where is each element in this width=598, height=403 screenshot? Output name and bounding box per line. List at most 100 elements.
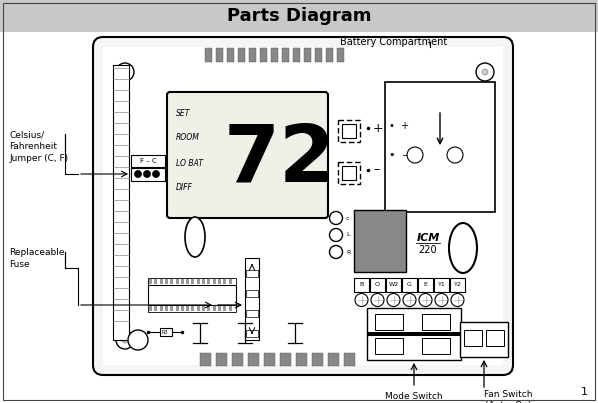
Circle shape: [476, 63, 494, 81]
Circle shape: [144, 170, 151, 177]
Bar: [0, 0, 598, 32]
Bar: [228, 279, 231, 284]
Bar: [227, 48, 234, 62]
Text: DIFF: DIFF: [176, 183, 193, 193]
Bar: [165, 279, 168, 284]
Bar: [165, 306, 168, 311]
Text: Fan Switch
(Auto, On): Fan Switch (Auto, On): [484, 390, 532, 403]
Text: Y2: Y2: [453, 283, 462, 287]
Circle shape: [447, 147, 463, 163]
Bar: [148, 285, 236, 305]
Circle shape: [371, 293, 384, 307]
Text: 1: 1: [581, 387, 588, 397]
Bar: [208, 279, 210, 284]
Bar: [149, 279, 152, 284]
Bar: [282, 48, 289, 62]
Text: Battery Compartment: Battery Compartment: [340, 37, 447, 47]
Circle shape: [355, 293, 368, 307]
Bar: [160, 328, 172, 336]
Bar: [103, 47, 503, 365]
Bar: [216, 353, 227, 366]
Circle shape: [152, 170, 160, 177]
Bar: [216, 48, 223, 62]
Text: –: –: [373, 164, 379, 177]
Text: •  +: • +: [389, 121, 409, 131]
Ellipse shape: [185, 217, 205, 257]
Bar: [375, 314, 403, 330]
Text: W2: W2: [389, 283, 398, 287]
Bar: [245, 258, 259, 340]
Bar: [367, 308, 461, 360]
Circle shape: [329, 245, 343, 258]
Text: Parts Diagram: Parts Diagram: [227, 7, 371, 25]
Bar: [218, 279, 221, 284]
Bar: [367, 332, 461, 336]
Bar: [191, 306, 194, 311]
Bar: [370, 278, 385, 292]
Bar: [326, 48, 333, 62]
Bar: [422, 338, 450, 354]
Bar: [154, 306, 157, 311]
Bar: [170, 279, 173, 284]
Text: •  –: • –: [389, 150, 408, 160]
Circle shape: [476, 331, 494, 349]
Bar: [460, 322, 508, 357]
Bar: [354, 210, 406, 272]
Bar: [248, 353, 259, 366]
Text: F – C: F – C: [139, 158, 156, 164]
Text: 220: 220: [419, 245, 437, 255]
FancyBboxPatch shape: [167, 92, 328, 218]
Bar: [154, 279, 157, 284]
Bar: [246, 290, 258, 297]
Bar: [213, 306, 216, 311]
Bar: [223, 306, 226, 311]
Bar: [131, 155, 165, 167]
Text: R: R: [346, 249, 350, 255]
Circle shape: [128, 330, 148, 350]
Circle shape: [451, 293, 464, 307]
Bar: [213, 279, 216, 284]
Bar: [246, 270, 258, 277]
Bar: [200, 353, 211, 366]
Bar: [337, 48, 344, 62]
Bar: [223, 279, 226, 284]
Bar: [434, 278, 449, 292]
Circle shape: [387, 293, 400, 307]
Text: L: L: [346, 233, 349, 237]
Circle shape: [482, 69, 488, 75]
Bar: [450, 278, 465, 292]
Bar: [148, 278, 236, 285]
Text: c: c: [346, 216, 349, 220]
Bar: [191, 279, 194, 284]
Bar: [342, 124, 356, 138]
Bar: [170, 306, 173, 311]
Bar: [205, 48, 212, 62]
Bar: [228, 306, 231, 311]
Bar: [175, 279, 178, 284]
Circle shape: [403, 293, 416, 307]
Bar: [113, 65, 129, 340]
Bar: [186, 306, 189, 311]
Bar: [197, 306, 200, 311]
Bar: [186, 279, 189, 284]
Bar: [402, 278, 417, 292]
Circle shape: [135, 170, 142, 177]
Text: R3: R3: [161, 330, 168, 334]
Bar: [218, 306, 221, 311]
Bar: [344, 353, 355, 366]
Bar: [293, 48, 300, 62]
Bar: [464, 330, 482, 346]
Text: ROOM: ROOM: [176, 133, 200, 143]
Bar: [208, 306, 210, 311]
Bar: [149, 306, 152, 311]
Bar: [249, 48, 256, 62]
Bar: [354, 278, 369, 292]
Bar: [422, 314, 450, 330]
Bar: [175, 306, 178, 311]
Circle shape: [122, 337, 128, 343]
Circle shape: [329, 229, 343, 241]
Bar: [312, 353, 323, 366]
Bar: [260, 48, 267, 62]
Bar: [338, 120, 360, 142]
Text: Mode Switch
(Cool, Off, Heat, Emer): Mode Switch (Cool, Off, Heat, Emer): [363, 392, 465, 403]
